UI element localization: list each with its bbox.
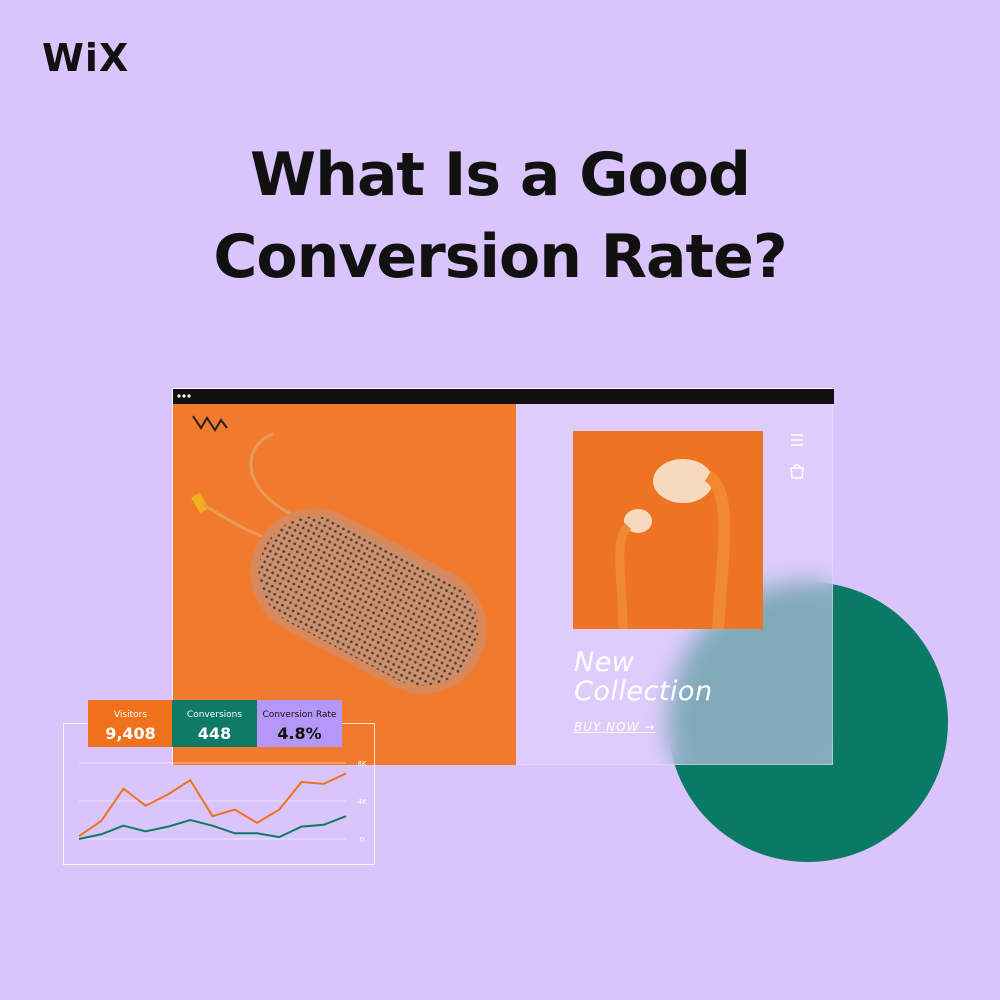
stat-value: 4.8%: [277, 724, 322, 743]
speaker: [191, 415, 487, 694]
browser-window: New Collection BUY NOW →: [172, 388, 834, 765]
dots: [177, 394, 191, 398]
y-tick-label: 0: [360, 836, 364, 844]
stat-card: Visitors 9,408: [88, 700, 173, 747]
y-tick-label: 8K: [357, 760, 366, 768]
stat-card: Conversions 448: [172, 700, 257, 747]
stat-value: 9,408: [105, 724, 156, 743]
stat-value: 448: [197, 724, 232, 743]
collection-panel: New Collection BUY NOW →: [516, 404, 833, 765]
stat-label: Conversions: [186, 710, 243, 720]
earphones-image: [573, 431, 763, 629]
series-line: [78, 815, 347, 840]
series-line: [78, 772, 347, 837]
menu-icons: [790, 434, 804, 479]
earphones: [615, 459, 731, 629]
hero-heading: Collection: [574, 676, 713, 707]
y-tick-label: 4K: [357, 798, 366, 806]
hero-heading: New: [574, 647, 635, 678]
title-line: What Is a Good: [250, 140, 751, 210]
title-line: Conversion Rate?: [213, 222, 787, 292]
logo: WiX: [42, 36, 130, 80]
mini-chart: 0 4K 8K: [78, 760, 367, 844]
buy-link[interactable]: BUY NOW →: [574, 720, 656, 734]
stat-label: Conversion Rate: [262, 710, 337, 720]
browser-bar: [173, 389, 834, 404]
stat-card: Conversion Rate 4.8%: [257, 700, 342, 747]
stat-label: Visitors: [113, 710, 148, 720]
